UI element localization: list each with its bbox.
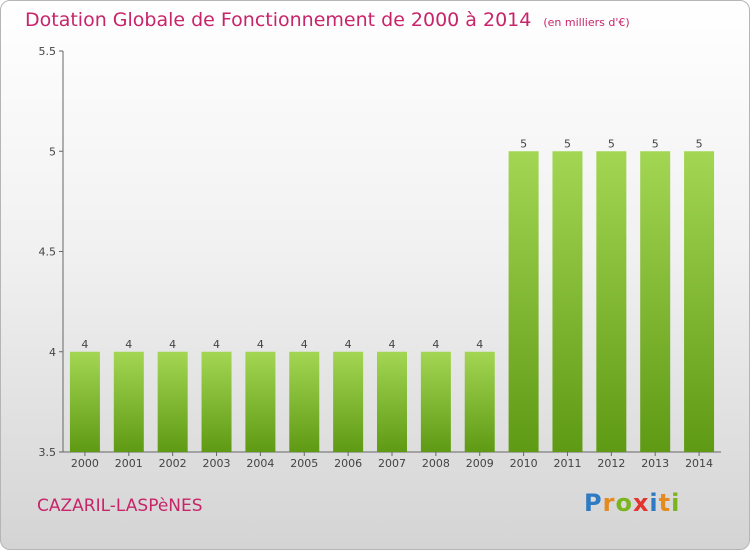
bar-value-label: 4 [389, 338, 396, 351]
y-tick-label: 5 [49, 145, 56, 158]
bar [552, 151, 583, 452]
bar-value-label: 5 [696, 137, 703, 150]
x-tick-label: 2004 [246, 457, 274, 470]
x-tick-label: 2009 [466, 457, 494, 470]
logo-letter: i [671, 489, 681, 517]
bar [333, 351, 364, 452]
logo-letter: r [602, 489, 616, 517]
x-tick-label: 2007 [378, 457, 406, 470]
bar [113, 351, 144, 452]
y-tick-label: 4 [49, 346, 56, 359]
x-tick-label: 2012 [597, 457, 625, 470]
bar-value-label: 4 [125, 338, 132, 351]
y-tick-label: 4.5 [39, 246, 57, 259]
bar-value-label: 4 [432, 338, 439, 351]
bar [377, 351, 407, 452]
x-tick-label: 2013 [641, 457, 669, 470]
x-tick-label: 2001 [115, 457, 143, 470]
bar [420, 351, 451, 452]
logo-letter: o [615, 489, 633, 517]
logo-letter: x [632, 489, 650, 517]
bar [201, 351, 232, 452]
bar-value-label: 4 [345, 338, 352, 351]
x-tick-label: 2010 [510, 457, 538, 470]
y-tick-label: 3.5 [39, 446, 57, 459]
logo-letter: t [658, 489, 672, 517]
chart-subtitle: (en milliers d'€) [543, 16, 630, 29]
bar [69, 351, 100, 452]
bar-value-label: 4 [257, 338, 264, 351]
chart-title: Dotation Globale de Fonctionnement de 20… [25, 9, 532, 31]
y-tick-label: 5.5 [39, 45, 57, 58]
x-tick-label: 2005 [290, 457, 318, 470]
bar-value-label: 4 [301, 338, 308, 351]
bar-value-label: 5 [608, 137, 615, 150]
x-tick-label: 2011 [553, 457, 581, 470]
logo-letter: P [584, 489, 603, 517]
bar-value-label: 4 [213, 338, 220, 351]
bar-value-label: 5 [520, 137, 527, 150]
bar [596, 151, 627, 452]
x-tick-label: 2003 [203, 457, 231, 470]
bar-value-label: 4 [476, 338, 483, 351]
bar-value-label: 5 [564, 137, 571, 150]
x-tick-label: 2002 [159, 457, 187, 470]
proxiti-logo: Proxiti [584, 489, 680, 517]
x-tick-label: 2014 [685, 457, 713, 470]
bars: 4 4 4 4 4 4 4 4 4 4 5 5 5 5 5 [69, 137, 715, 452]
bar [245, 351, 276, 452]
bar [464, 351, 495, 452]
bar [640, 151, 671, 452]
bar-value-label: 4 [169, 338, 176, 351]
bar-value-label: 4 [81, 338, 88, 351]
y-axis: 3.5 4 4.5 5 5.5 [39, 45, 64, 459]
bar [684, 151, 715, 452]
x-axis: 2000 2001 2002 2003 2004 2005 2006 2007 2008 2009… [63, 451, 721, 470]
logo-letter: i [649, 489, 659, 517]
bar [157, 351, 188, 452]
title-row: Dotation Globale de Fonctionnement de 20… [25, 9, 630, 31]
bar [508, 151, 539, 452]
bar [289, 351, 320, 452]
bar-value-label: 5 [652, 137, 659, 150]
commune-name: CAZARIL-LASPèNES [37, 496, 203, 516]
x-tick-label: 2000 [71, 457, 99, 470]
x-tick-label: 2008 [422, 457, 450, 470]
x-tick-label: 2006 [334, 457, 362, 470]
